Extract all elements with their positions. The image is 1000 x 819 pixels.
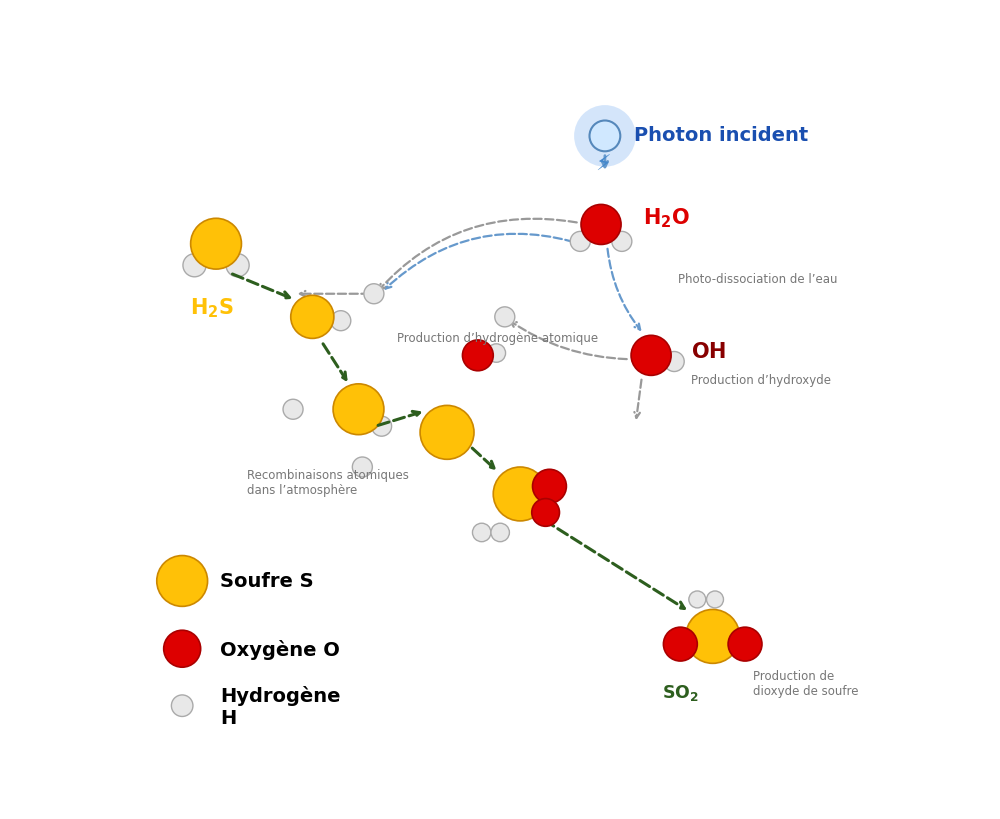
Text: $\mathbf{SO_2}$: $\mathbf{SO_2}$ [662, 682, 699, 702]
Circle shape [664, 352, 684, 372]
Text: Recombinaisons atomiques
dans l’atmosphère: Recombinaisons atomiques dans l’atmosphè… [247, 468, 409, 497]
Circle shape [226, 255, 249, 278]
FancyArrowPatch shape [232, 274, 290, 299]
Circle shape [157, 556, 208, 607]
Circle shape [532, 499, 559, 527]
Circle shape [590, 121, 620, 152]
Circle shape [487, 344, 506, 363]
Text: Photon incident: Photon incident [634, 125, 808, 145]
Circle shape [420, 406, 474, 459]
Circle shape [533, 470, 566, 504]
Text: $\mathbf{OH}$: $\mathbf{OH}$ [691, 342, 726, 362]
FancyArrowPatch shape [323, 345, 346, 380]
Text: $\mathbf{H_2S}$: $\mathbf{H_2S}$ [190, 296, 234, 319]
Text: Soufre S: Soufre S [220, 572, 314, 590]
Circle shape [372, 417, 392, 437]
Circle shape [631, 336, 671, 376]
Circle shape [462, 341, 493, 371]
Circle shape [686, 609, 740, 663]
Circle shape [493, 468, 547, 521]
FancyArrowPatch shape [608, 250, 640, 330]
Circle shape [333, 384, 384, 435]
Circle shape [331, 311, 351, 332]
FancyArrowPatch shape [634, 380, 641, 419]
Circle shape [283, 400, 303, 420]
FancyArrowPatch shape [511, 322, 627, 360]
Circle shape [574, 106, 636, 168]
Circle shape [364, 284, 384, 305]
Circle shape [707, 591, 723, 609]
Text: Production de
dioxyde de soufre: Production de dioxyde de soufre [753, 669, 858, 697]
Text: Hydrogène
H: Hydrogène H [220, 685, 340, 726]
Circle shape [495, 307, 515, 328]
Text: Production d’hydroxyde: Production d’hydroxyde [691, 374, 831, 387]
Circle shape [171, 695, 193, 717]
Circle shape [472, 523, 491, 542]
Circle shape [581, 206, 621, 245]
Circle shape [183, 255, 206, 278]
Text: $\mathbf{H_2O}$: $\mathbf{H_2O}$ [643, 206, 690, 229]
Text: Oxygène O: Oxygène O [220, 639, 340, 659]
FancyArrowPatch shape [472, 449, 494, 468]
Circle shape [491, 523, 509, 542]
Circle shape [663, 627, 697, 661]
Text: Photo-dissociation de l’eau: Photo-dissociation de l’eau [678, 273, 838, 286]
Circle shape [612, 232, 632, 252]
Circle shape [728, 627, 762, 661]
Circle shape [164, 631, 201, 667]
Circle shape [352, 458, 372, 477]
FancyArrowPatch shape [300, 292, 370, 297]
FancyArrowPatch shape [385, 234, 585, 289]
FancyArrowPatch shape [378, 412, 420, 426]
Circle shape [570, 232, 590, 252]
Text: Production d’hydrogène atomique: Production d’hydrogène atomique [397, 332, 598, 345]
Circle shape [191, 219, 241, 269]
Circle shape [689, 591, 706, 609]
FancyArrowPatch shape [544, 520, 684, 609]
FancyArrowPatch shape [379, 219, 577, 291]
Circle shape [291, 296, 334, 339]
Text: ⚡: ⚡ [596, 155, 611, 174]
